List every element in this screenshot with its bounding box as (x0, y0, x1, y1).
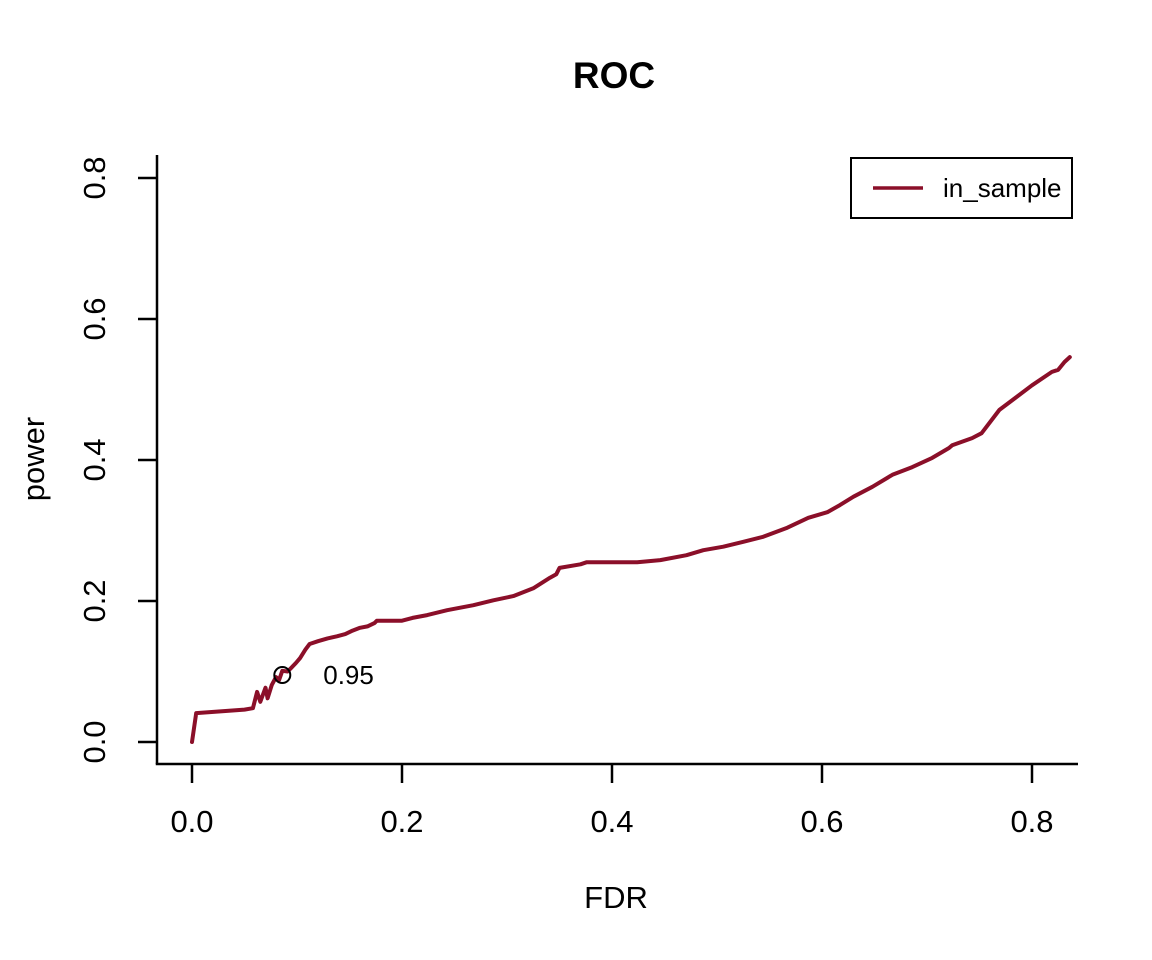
threshold-marker-circle (273, 666, 292, 685)
threshold-annotation: 0.95 (323, 660, 374, 690)
x-tick-label: 0.6 (800, 804, 843, 839)
x-axis-ticks: 0.0 0.2 0.4 0.6 0.8 (170, 764, 1054, 839)
x-axis-label: FDR (584, 880, 648, 915)
legend-entry-label: in_sample (943, 173, 1062, 203)
y-axis-label: power (16, 417, 51, 501)
y-tick-label: 0.4 (77, 438, 112, 481)
y-tick-label: 0.0 (77, 720, 112, 763)
y-tick-label: 0.6 (77, 297, 112, 340)
x-tick-label: 0.8 (1010, 804, 1053, 839)
axes (155, 155, 1078, 766)
x-tick-label: 0.2 (380, 804, 423, 839)
y-axis-ticks: 0.0 0.2 0.4 0.6 0.8 (77, 156, 157, 764)
legend-box: in_sample (850, 157, 1073, 219)
chart-title: ROC (573, 55, 655, 96)
y-tick-label: 0.8 (77, 156, 112, 199)
x-tick-label: 0.4 (590, 804, 633, 839)
y-tick-label: 0.2 (77, 579, 112, 622)
roc-curve-line (190, 355, 1072, 744)
x-tick-label: 0.0 (170, 804, 213, 839)
